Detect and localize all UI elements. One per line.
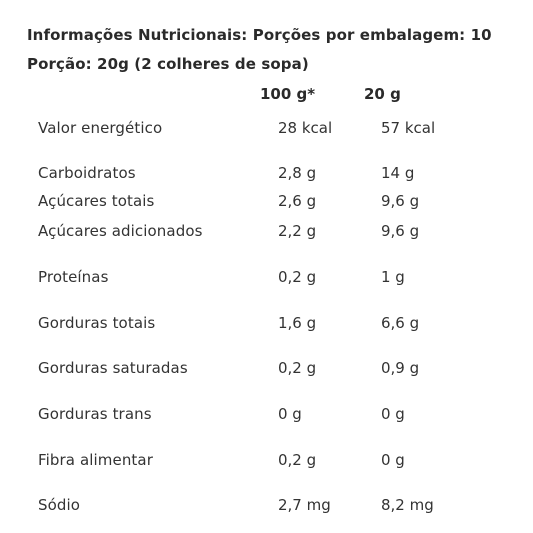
nutrient-row-sodium: Sódio 2,7 mg 8,2 mg xyxy=(0,494,533,516)
nutrient-value-portion: 9,6 g xyxy=(381,222,420,240)
nutrient-value-portion: 14 g xyxy=(381,164,415,182)
column-header-100g: 100 g* xyxy=(260,85,316,103)
nutrient-value-portion: 6,6 g xyxy=(381,314,420,332)
nutrient-row-saturated-fat: Gorduras saturadas 0,2 g 0,9 g xyxy=(0,357,533,379)
nutrition-title: Informações Nutricionais: Porções por em… xyxy=(27,26,492,44)
nutrient-value-portion: 1 g xyxy=(381,268,405,286)
nutrient-value-portion: 9,6 g xyxy=(381,192,420,210)
nutrient-value-100g: 0,2 g xyxy=(278,451,317,469)
nutrient-value-portion: 57 kcal xyxy=(381,119,436,137)
nutrient-row-energy: Valor energético 28 kcal 57 kcal xyxy=(0,117,533,139)
nutrient-value-100g: 0,2 g xyxy=(278,359,317,377)
nutrient-row-added-sugars: Açúcares adicionados 2,2 g 9,6 g xyxy=(0,220,533,242)
nutrient-label: Gorduras totais xyxy=(38,314,156,332)
nutrient-value-100g: 2,8 g xyxy=(278,164,317,182)
nutrient-row-total-sugars: Açúcares totais 2,6 g 9,6 g xyxy=(0,190,533,212)
nutrient-label: Gorduras trans xyxy=(38,405,152,423)
nutrient-value-portion: 8,2 mg xyxy=(381,496,434,514)
nutrient-value-portion: 0 g xyxy=(381,451,405,469)
nutrient-row-proteins: Proteínas 0,2 g 1 g xyxy=(0,266,533,288)
nutrient-value-100g: 2,2 g xyxy=(278,222,317,240)
nutrient-label: Fibra alimentar xyxy=(38,451,153,469)
nutrient-value-100g: 0,2 g xyxy=(278,268,317,286)
nutrient-label: Valor energético xyxy=(38,119,163,137)
nutrient-row-trans-fat: Gorduras trans 0 g 0 g xyxy=(0,403,533,425)
nutrient-value-100g: 2,7 mg xyxy=(278,496,331,514)
nutrient-value-100g: 28 kcal xyxy=(278,119,333,137)
nutrient-label: Carboidratos xyxy=(38,164,136,182)
nutrient-value-100g: 0 g xyxy=(278,405,302,423)
nutrient-value-100g: 2,6 g xyxy=(278,192,317,210)
nutrient-label: Gorduras saturadas xyxy=(38,359,188,377)
nutrient-label: Açúcares totais xyxy=(38,192,155,210)
portion-info: Porção: 20g (2 colheres de sopa) xyxy=(27,55,309,73)
nutrient-value-100g: 1,6 g xyxy=(278,314,317,332)
nutrient-row-total-fat: Gorduras totais 1,6 g 6,6 g xyxy=(0,312,533,334)
nutrient-label: Açúcares adicionados xyxy=(38,222,203,240)
nutrient-label: Proteínas xyxy=(38,268,109,286)
nutrient-row-carbohydrates: Carboidratos 2,8 g 14 g xyxy=(0,162,533,184)
nutrient-label: Sódio xyxy=(38,496,81,514)
nutrient-value-portion: 0,9 g xyxy=(381,359,420,377)
column-header-20g: 20 g xyxy=(364,85,401,103)
nutrient-row-dietary-fiber: Fibra alimentar 0,2 g 0 g xyxy=(0,449,533,471)
nutrient-value-portion: 0 g xyxy=(381,405,405,423)
